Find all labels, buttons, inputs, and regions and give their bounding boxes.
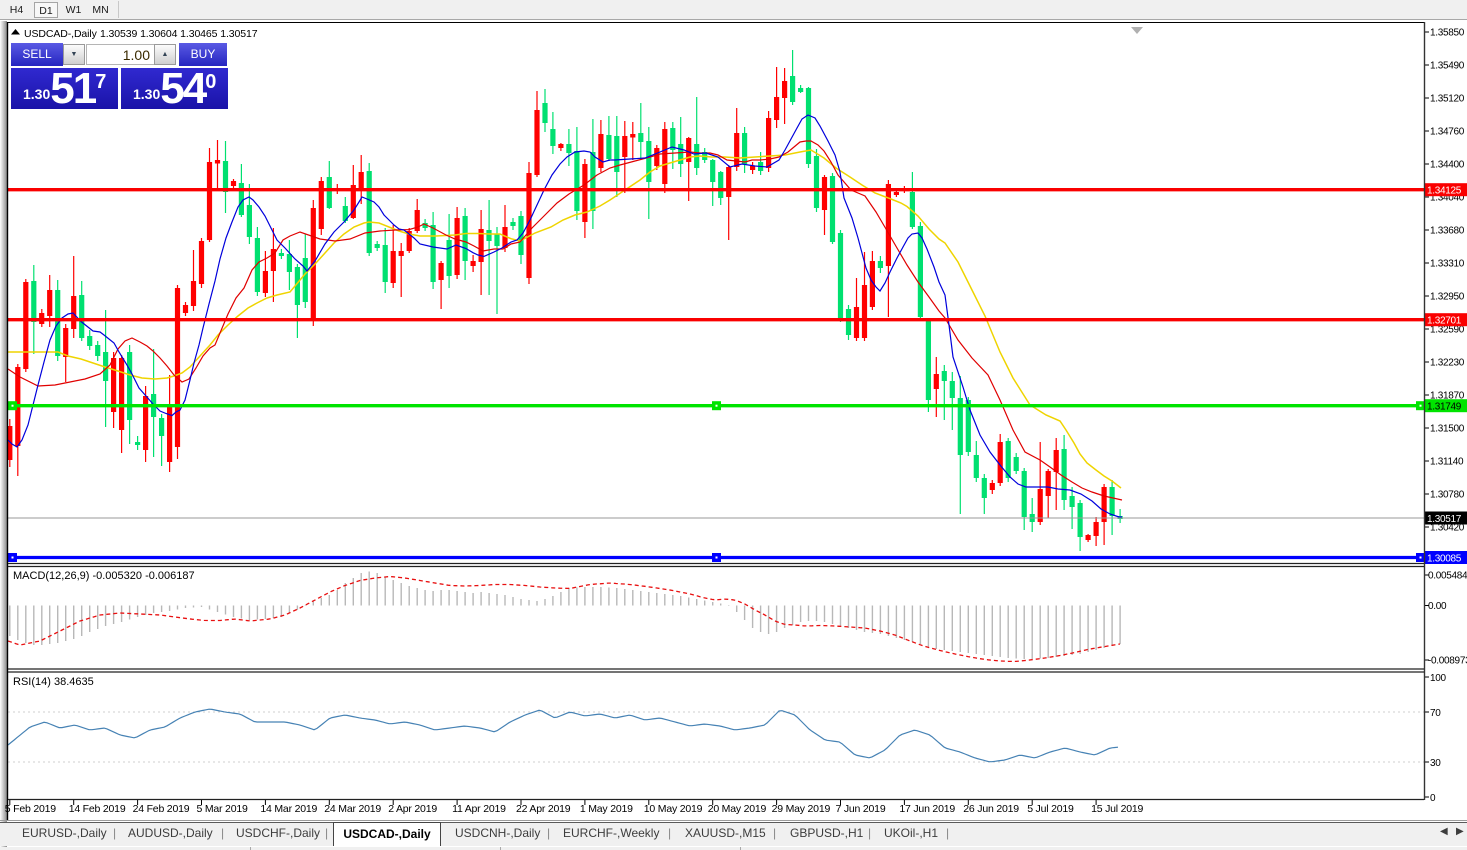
svg-text:14 Feb 2019: 14 Feb 2019 (69, 803, 126, 815)
svg-text:10 May 2019: 10 May 2019 (644, 803, 703, 815)
svg-text:1.30780: 1.30780 (1430, 490, 1465, 501)
svg-text:30: 30 (1430, 758, 1441, 769)
svg-text:1.34760: 1.34760 (1430, 127, 1465, 138)
svg-text:MACD(12,26,9) -0.005320 -0.006: MACD(12,26,9) -0.005320 -0.006187 (13, 570, 195, 582)
svg-text:1.32230: 1.32230 (1430, 358, 1465, 369)
svg-text:1.30085: 1.30085 (1427, 554, 1462, 565)
svg-text:0.00: 0.00 (1428, 601, 1447, 612)
svg-text:15 Jul 2019: 15 Jul 2019 (1091, 803, 1143, 815)
svg-text:24 Feb 2019: 24 Feb 2019 (133, 803, 190, 815)
svg-text:1.31140: 1.31140 (1430, 457, 1464, 468)
svg-text:1.31870: 1.31870 (1430, 391, 1465, 402)
svg-text:7 Jun 2019: 7 Jun 2019 (836, 803, 886, 815)
svg-text:1.30420: 1.30420 (1430, 523, 1465, 534)
svg-text:1.32950: 1.32950 (1430, 292, 1465, 303)
svg-text:RSI(14) 38.4635: RSI(14) 38.4635 (13, 676, 94, 688)
svg-text:1.34400: 1.34400 (1430, 160, 1465, 171)
svg-text:17 Jun 2019: 17 Jun 2019 (899, 803, 955, 815)
svg-text:1.33310: 1.33310 (1430, 259, 1465, 270)
svg-text:1.30517: 1.30517 (1427, 514, 1462, 525)
svg-text:1.35120: 1.35120 (1430, 94, 1465, 105)
svg-text:20 May 2019: 20 May 2019 (708, 803, 767, 815)
svg-text:-0.008973: -0.008973 (1428, 656, 1467, 667)
svg-text:1.35490: 1.35490 (1430, 61, 1465, 72)
svg-text:1.31500: 1.31500 (1430, 424, 1465, 435)
svg-text:22 Apr 2019: 22 Apr 2019 (516, 803, 571, 815)
svg-text:2 Apr 2019: 2 Apr 2019 (388, 803, 437, 815)
svg-text:5 Feb 2019: 5 Feb 2019 (5, 803, 56, 815)
svg-text:0.005484: 0.005484 (1428, 571, 1467, 582)
svg-text:70: 70 (1430, 708, 1441, 719)
svg-text:1 May 2019: 1 May 2019 (580, 803, 633, 815)
svg-text:11 Apr 2019: 11 Apr 2019 (452, 803, 506, 815)
svg-text:5 Mar 2019: 5 Mar 2019 (197, 803, 248, 815)
svg-text:26 Jun 2019: 26 Jun 2019 (963, 803, 1019, 815)
svg-text:29 May 2019: 29 May 2019 (772, 803, 831, 815)
svg-text:24 Mar 2019: 24 Mar 2019 (324, 803, 381, 815)
svg-text:1.34040: 1.34040 (1430, 193, 1465, 204)
svg-text:1.32701: 1.32701 (1427, 316, 1462, 327)
svg-text:100: 100 (1430, 673, 1447, 684)
svg-text:1.32590: 1.32590 (1430, 325, 1465, 336)
svg-text:1.35850: 1.35850 (1430, 28, 1465, 39)
svg-text:0: 0 (1430, 793, 1436, 804)
svg-text:1.33680: 1.33680 (1430, 226, 1465, 237)
svg-text:5 Jul 2019: 5 Jul 2019 (1027, 803, 1074, 815)
svg-text:14 Mar 2019: 14 Mar 2019 (260, 803, 317, 815)
svg-text:1.31749: 1.31749 (1427, 402, 1462, 413)
svg-text:1.34125: 1.34125 (1427, 186, 1462, 197)
